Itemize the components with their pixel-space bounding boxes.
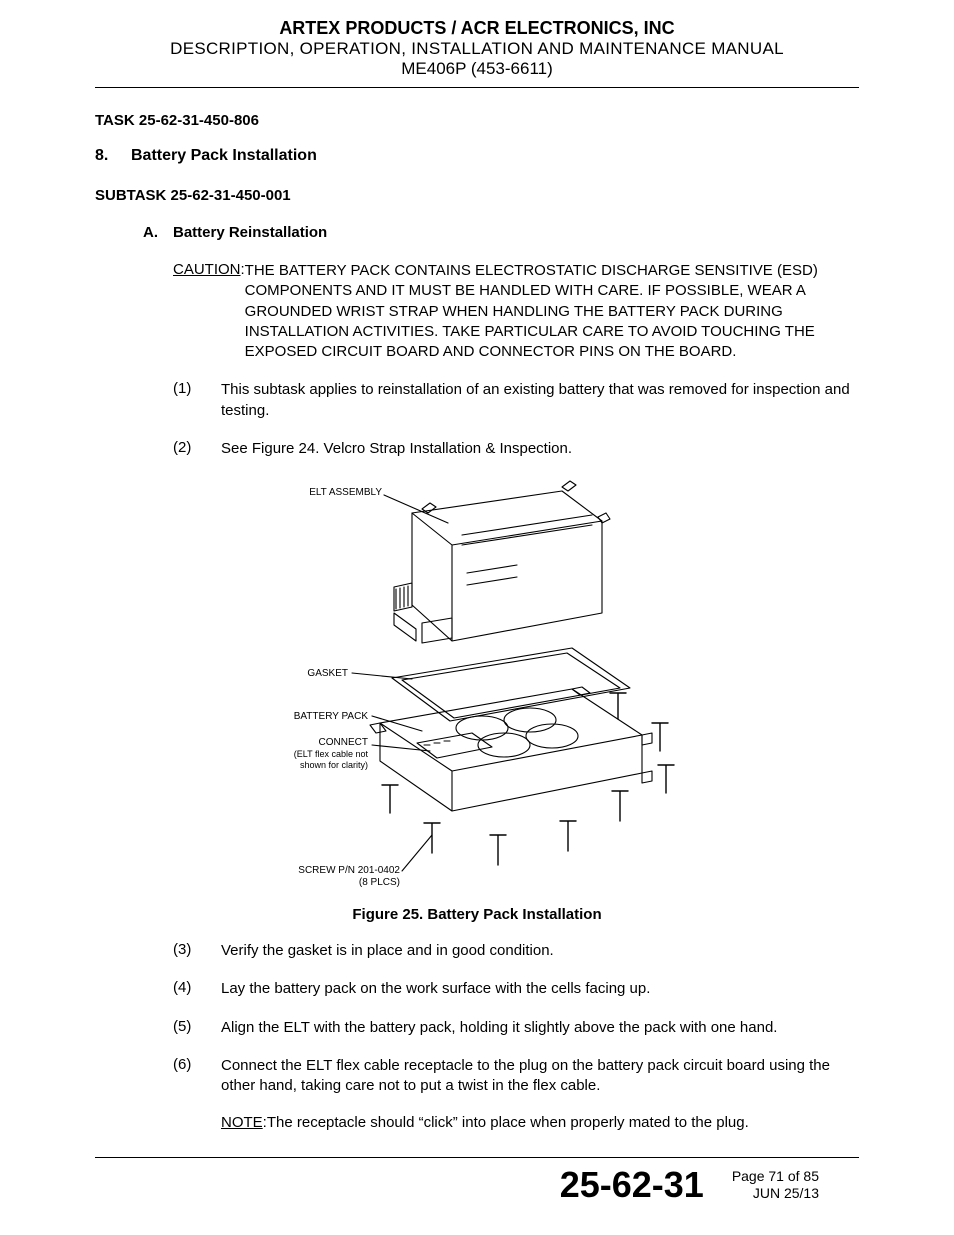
step-number: (6): [173, 1056, 221, 1097]
subsection-title: Battery Reinstallation: [173, 224, 327, 241]
caution-label: CAUTION:: [173, 261, 245, 362]
step-number: (1): [173, 380, 221, 421]
figure-label-connect: CONNECT: [319, 737, 368, 748]
step-number: (2): [173, 439, 221, 459]
step-number: (3): [173, 941, 221, 961]
caution-text: THE BATTERY PACK CONTAINS ELECTROSTATIC …: [245, 261, 859, 362]
subsection-letter: A.: [143, 224, 173, 241]
step-number: (5): [173, 1018, 221, 1038]
footer-date: JUN 25/13: [732, 1185, 819, 1203]
battery-pack-installation-diagram: ELT ASSEMBLY GASKET BATTERY PACK CONNECT…: [262, 473, 692, 893]
note-label: NOTE:: [221, 1114, 267, 1131]
note-block: NOTE: The receptacle should “click” into…: [95, 1114, 859, 1131]
figure-label-gasket: GASKET: [307, 668, 348, 679]
step-text: Align the ELT with the battery pack, hol…: [221, 1018, 777, 1038]
figure-label-screw1: SCREW P/N 201-0402: [298, 865, 400, 876]
step-3: (3) Verify the gasket is in place and in…: [95, 941, 859, 961]
step-4: (4) Lay the battery pack on the work sur…: [95, 979, 859, 999]
note-text: The receptacle should “click” into place…: [267, 1114, 749, 1131]
figure-caption: Figure 25. Battery Pack Installation: [95, 906, 859, 923]
step-text: See Figure 24. Velcro Strap Installation…: [221, 439, 572, 459]
step-1: (1) This subtask applies to reinstallati…: [95, 380, 859, 421]
footer-page: Page 71 of 85: [732, 1168, 819, 1186]
section-heading: 8. Battery Pack Installation: [95, 147, 859, 165]
header-company: ARTEX PRODUCTS / ACR ELECTRONICS, INC: [95, 18, 859, 39]
step-text: This subtask applies to reinstallation o…: [221, 380, 859, 421]
subtask-id: SUBTASK 25-62-31-450-001: [95, 187, 859, 204]
step-6: (6) Connect the ELT flex cable receptacl…: [95, 1056, 859, 1097]
footer-pageinfo: Page 71 of 85 JUN 25/13: [732, 1168, 819, 1203]
section-title: Battery Pack Installation: [131, 147, 317, 165]
step-2: (2) See Figure 24. Velcro Strap Installa…: [95, 439, 859, 459]
header-subtitle: DESCRIPTION, OPERATION, INSTALLATION AND…: [95, 39, 859, 59]
task-id: TASK 25-62-31-450-806: [95, 112, 859, 129]
subsection-heading: A. Battery Reinstallation: [95, 224, 859, 241]
footer-chapter: 25-62-31: [560, 1164, 704, 1206]
header-rule: [95, 87, 859, 88]
figure-label-battery: BATTERY PACK: [294, 711, 369, 722]
figure-25: ELT ASSEMBLY GASKET BATTERY PACK CONNECT…: [95, 473, 859, 923]
figure-label-connect-sub2: shown for clarity): [300, 760, 368, 770]
step-number: (4): [173, 979, 221, 999]
step-5: (5) Align the ELT with the battery pack,…: [95, 1018, 859, 1038]
header-model: ME406P (453-6611): [95, 59, 859, 79]
step-text: Connect the ELT flex cable receptacle to…: [221, 1056, 859, 1097]
manual-page: ARTEX PRODUCTS / ACR ELECTRONICS, INC DE…: [0, 0, 954, 1226]
page-header: ARTEX PRODUCTS / ACR ELECTRONICS, INC DE…: [95, 18, 859, 79]
page-footer: 25-62-31 Page 71 of 85 JUN 25/13: [95, 1164, 859, 1226]
step-text: Verify the gasket is in place and in goo…: [221, 941, 554, 961]
figure-label-elt: ELT ASSEMBLY: [309, 487, 382, 498]
figure-label-screw2: (8 PLCS): [359, 877, 400, 888]
step-text: Lay the battery pack on the work surface…: [221, 979, 650, 999]
footer-rule: [95, 1157, 859, 1158]
caution-block: CAUTION: THE BATTERY PACK CONTAINS ELECT…: [95, 261, 859, 362]
figure-label-connect-sub1: (ELT flex cable not: [294, 749, 369, 759]
section-number: 8.: [95, 147, 131, 165]
